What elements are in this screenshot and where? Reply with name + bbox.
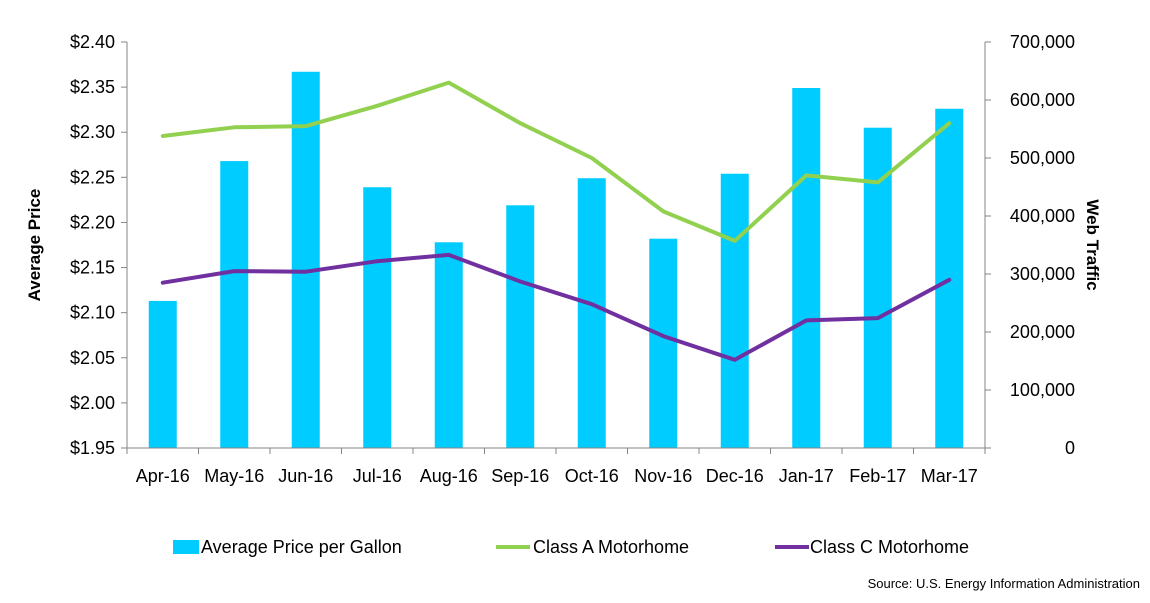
x-tick-label: Aug-16 xyxy=(420,466,478,486)
x-tick-label: Sep-16 xyxy=(491,466,549,486)
x-tick-label: Feb-17 xyxy=(849,466,906,486)
bar-oct-16 xyxy=(577,178,606,449)
x-tick-label: Apr-16 xyxy=(136,466,190,486)
legend-label-class-c: Class C Motorhome xyxy=(810,537,969,557)
right-axis-title: Web Traffic xyxy=(1083,199,1102,290)
x-tick-label: Jun-16 xyxy=(278,466,333,486)
left-tick-label: $1.95 xyxy=(70,438,115,458)
right-tick-label: 700,000 xyxy=(1010,32,1075,52)
bar-nov-16 xyxy=(649,238,678,448)
x-tick-label: Nov-16 xyxy=(634,466,692,486)
left-tick-label: $2.30 xyxy=(70,122,115,142)
right-tick-label: 600,000 xyxy=(1010,90,1075,110)
legend-label-bar: Average Price per Gallon xyxy=(201,537,402,557)
bars-layer xyxy=(148,71,964,449)
legend-swatch-bar xyxy=(173,540,199,554)
line-class-a xyxy=(160,80,952,243)
right-tick-label: 400,000 xyxy=(1010,206,1075,226)
bar-may-16 xyxy=(220,161,249,449)
right-axis-ticks: 0 100,000 200,000 300,000 400,000 500,000 600,… xyxy=(985,32,1075,458)
bar-jun-16 xyxy=(291,71,320,449)
legend: Average Price per Gallon Class A Motorho… xyxy=(173,537,969,557)
left-tick-label: $2.20 xyxy=(70,212,115,232)
left-tick-label: $2.40 xyxy=(70,32,115,52)
line-class-c xyxy=(160,252,952,362)
axes-layer xyxy=(126,42,986,449)
source-note: Source: U.S. Energy Information Administ… xyxy=(868,576,1140,591)
x-axis-ticks: Apr-16 May-16 Jun-16 Jul-16 Aug-16 Sep-16 Oct-… xyxy=(126,448,986,486)
bar-aug-16 xyxy=(434,242,463,448)
right-tick-label: 0 xyxy=(1065,438,1075,458)
left-tick-label: $2.05 xyxy=(70,348,115,368)
bar-sep-16 xyxy=(506,205,535,448)
bar-dec-16 xyxy=(720,173,749,449)
right-tick-label: 300,000 xyxy=(1010,264,1075,284)
left-tick-label: $2.00 xyxy=(70,393,115,413)
left-axis-title: Average Price xyxy=(25,189,44,302)
x-tick-label: Oct-16 xyxy=(565,466,619,486)
left-tick-label: $2.25 xyxy=(70,167,115,187)
bar-jan-17 xyxy=(792,88,821,448)
x-tick-label: Jan-17 xyxy=(779,466,834,486)
lines-layer xyxy=(160,80,952,362)
x-tick-label: Mar-17 xyxy=(921,466,978,486)
left-tick-label: $2.10 xyxy=(70,303,115,323)
left-tick-label: $2.35 xyxy=(70,77,115,97)
bar-jul-16 xyxy=(363,187,392,448)
left-tick-label: $2.15 xyxy=(70,258,115,278)
x-tick-label: Dec-16 xyxy=(706,466,764,486)
right-tick-label: 100,000 xyxy=(1010,380,1075,400)
right-tick-label: 200,000 xyxy=(1010,322,1075,342)
legend-label-class-a: Class A Motorhome xyxy=(533,537,689,557)
bar-apr-16 xyxy=(148,300,177,448)
x-tick-label: May-16 xyxy=(204,466,264,486)
left-axis-ticks: $1.95 $2.00 $2.05 $2.10 $2.15 $2.20 $2.25 $2.30… xyxy=(70,32,127,458)
right-tick-label: 500,000 xyxy=(1010,148,1075,168)
x-tick-label: Jul-16 xyxy=(353,466,402,486)
